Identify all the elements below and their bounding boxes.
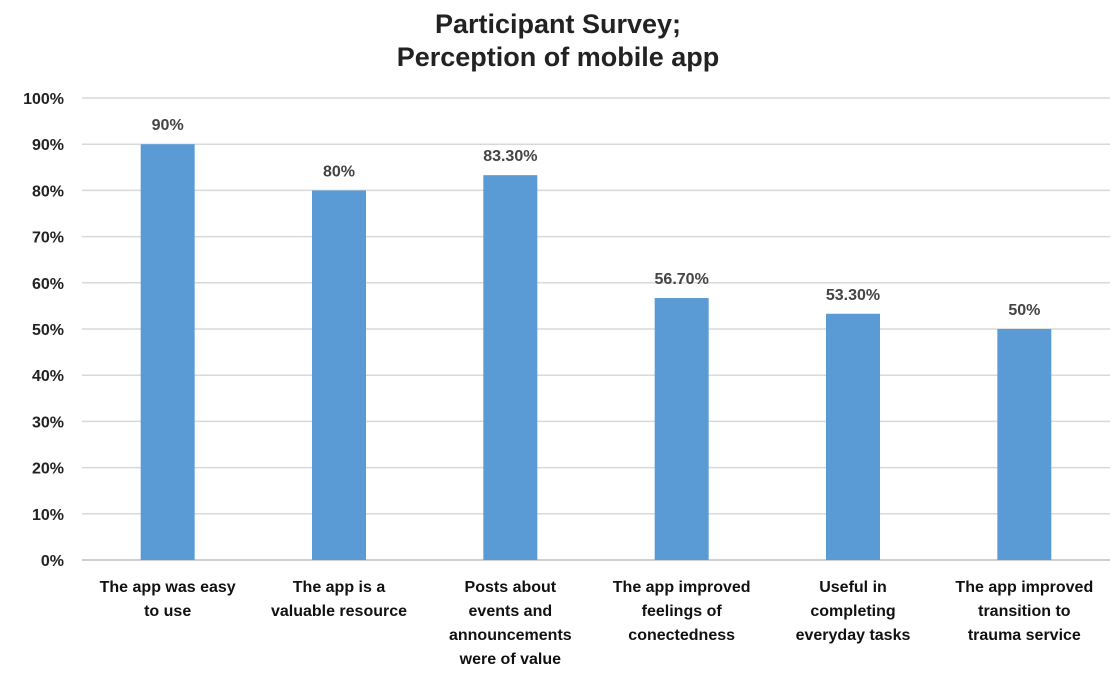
chart-title: Participant Survey; Perception of mobile…	[0, 8, 1116, 74]
chart-title-line-2: Perception of mobile app	[396, 42, 720, 72]
x-tick-label: The app is a	[293, 579, 386, 596]
x-tick-label: completing	[810, 603, 895, 620]
data-label: 50%	[1008, 302, 1040, 319]
y-tick-label: 30%	[32, 414, 64, 431]
x-tick-label: valuable resource	[271, 603, 407, 620]
bar	[997, 329, 1052, 560]
x-tick-label: trauma service	[968, 627, 1081, 644]
y-tick-label: 70%	[32, 230, 64, 247]
data-label: 83.30%	[483, 148, 537, 165]
x-tick-label: events and	[469, 603, 553, 620]
x-tick-label: to use	[144, 603, 191, 620]
x-tick-label: conectedness	[628, 627, 735, 644]
y-tick-label: 10%	[32, 507, 64, 524]
x-tick-label: Posts about	[465, 579, 557, 596]
y-tick-label: 20%	[32, 461, 64, 478]
x-tick-label: The app improved	[613, 579, 751, 596]
x-tick-label: The app improved	[955, 579, 1093, 596]
x-tick-label: The app was easy	[100, 579, 236, 596]
bar	[654, 298, 709, 560]
x-tick-label: Useful in	[819, 579, 887, 596]
y-tick-label: 40%	[32, 368, 64, 385]
y-tick-label: 60%	[32, 276, 64, 293]
y-tick-label: 100%	[23, 91, 64, 108]
data-label: 56.70%	[655, 271, 709, 288]
y-tick-label: 80%	[32, 183, 64, 200]
data-label: 80%	[323, 163, 355, 180]
data-label: 90%	[152, 117, 184, 134]
bar	[483, 175, 538, 561]
y-tick-label: 50%	[32, 322, 64, 339]
x-tick-label: announcements	[449, 627, 572, 644]
y-tick-label: 0%	[41, 553, 64, 570]
chart-title-line-1: Participant Survey;	[434, 9, 682, 39]
y-tick-label: 90%	[32, 137, 64, 154]
bar	[312, 190, 366, 560]
x-tick-label: were of value	[459, 651, 561, 668]
bar	[826, 313, 880, 560]
x-tick-label: transition to	[978, 603, 1071, 620]
bar	[140, 144, 195, 560]
x-tick-label: everyday tasks	[796, 627, 911, 644]
data-label: 53.30%	[826, 287, 880, 304]
x-tick-label: feelings of	[642, 603, 723, 620]
